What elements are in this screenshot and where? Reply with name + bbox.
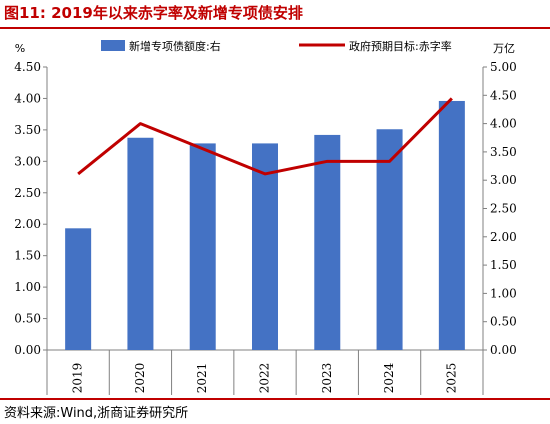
legend-label-line: 政府预期目标:赤字率 [349, 39, 452, 53]
bar-new-special-bond [252, 143, 278, 350]
figure-title: 图11: 2019年以来赤字率及新增专项债安排 [4, 4, 303, 22]
bar-new-special-bond [127, 137, 154, 350]
x-tick-label: 2019 [71, 363, 85, 394]
left-tick-label: 3.00 [14, 154, 41, 168]
bar-new-special-bond [438, 100, 465, 351]
legend-label-bar: 新增专项债额度:右 [129, 39, 221, 53]
right-tick-label: 2.50 [490, 202, 517, 216]
x-tick-label: 2025 [444, 363, 458, 394]
legend-swatch-bar [101, 40, 125, 51]
bar-new-special-bond [376, 129, 403, 350]
right-tick-label: 0.00 [490, 343, 517, 357]
left-tick-label: 2.50 [14, 186, 41, 200]
right-tick-label: 1.50 [490, 258, 517, 272]
x-tick-label: 2024 [382, 362, 396, 393]
right-tick-label: 2.00 [490, 230, 517, 244]
x-tick-label: 2022 [258, 363, 272, 394]
left-tick-label: 4.50 [14, 60, 41, 74]
bar-new-special-bond [65, 228, 92, 350]
right-tick-label: 4.00 [490, 117, 517, 131]
left-tick-label: 4.00 [14, 91, 41, 105]
left-tick-label: 1.50 [14, 249, 41, 263]
title-rule [0, 27, 550, 29]
line-deficit-rate [77, 97, 453, 176]
right-tick-label: 3.50 [490, 145, 517, 159]
right-tick-label: 1.00 [490, 286, 517, 300]
right-tick-label: 3.00 [490, 173, 517, 187]
bar-new-special-bond [189, 143, 216, 350]
right-tick-label: 5.00 [490, 60, 517, 74]
left-tick-label: 2.00 [14, 217, 41, 231]
right-tick-label: 4.50 [490, 88, 517, 102]
right-tick-label: 0.50 [490, 315, 517, 329]
source-rule [0, 398, 550, 400]
x-tick-label: 2021 [195, 363, 209, 394]
left-tick-label: 0.00 [14, 343, 41, 357]
left-axis-unit: % [15, 42, 25, 55]
source-note: 资料来源:Wind,浙商证券研究所 [4, 406, 189, 421]
chart: 0.00 0.50 1.00 1.50 2.00 2.50 3.00 3.50 4.00 4.50… [14, 39, 517, 395]
bar-new-special-bond [314, 134, 341, 350]
x-tick-label: 2023 [320, 363, 334, 394]
right-axis-unit: 万亿 [493, 42, 515, 55]
left-tick-label: 3.50 [14, 123, 41, 137]
left-tick-label: 1.00 [14, 280, 41, 294]
x-tick-label: 2020 [133, 363, 147, 394]
left-tick-label: 0.50 [14, 312, 41, 326]
